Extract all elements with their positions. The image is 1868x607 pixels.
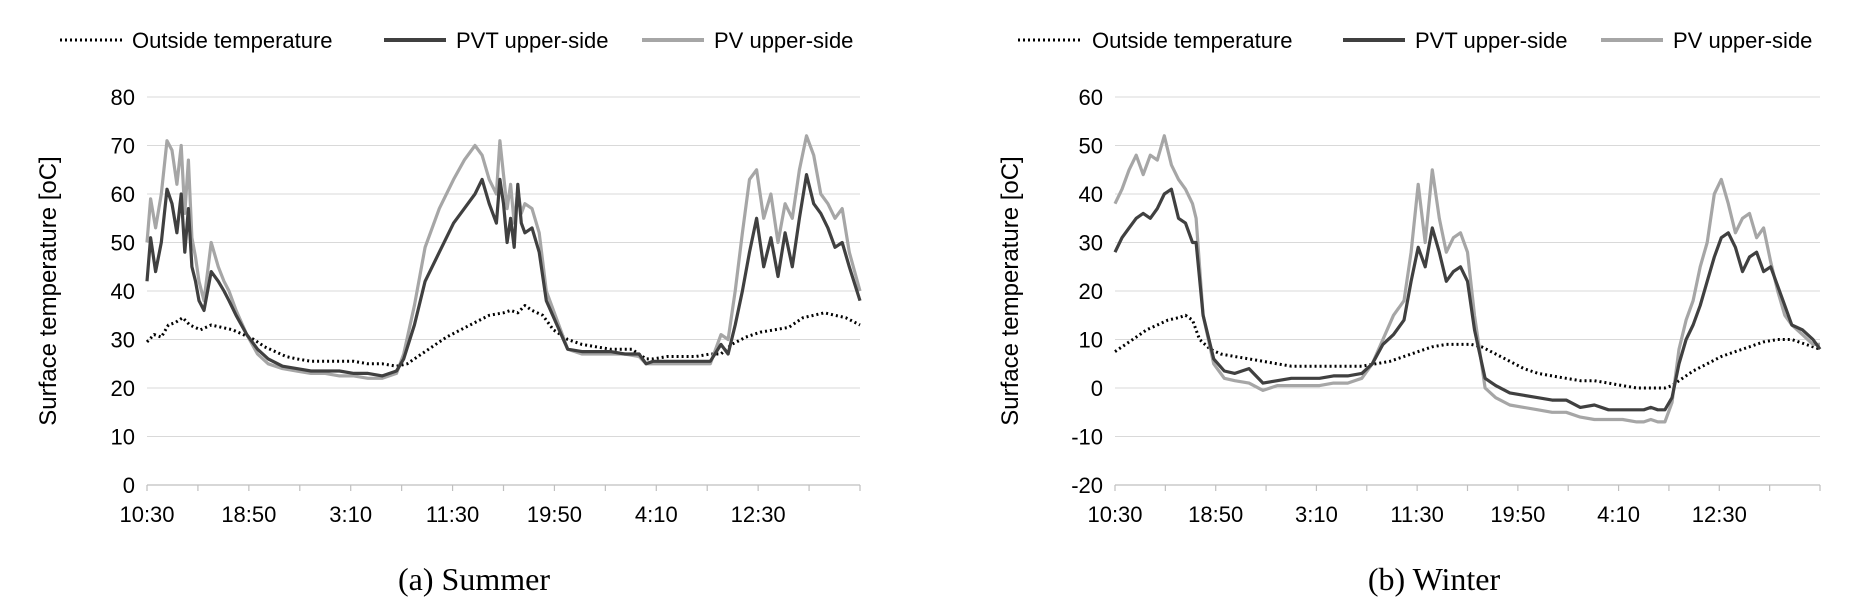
y-tick-label: -10	[1071, 425, 1103, 450]
x-tick-label: 18:50	[221, 502, 276, 527]
pv-upper-side-line	[145, 134, 862, 380]
y-tick-label: 20	[1079, 279, 1103, 304]
y-tick-label: 0	[1091, 376, 1103, 401]
x-tick-label: 10:30	[1087, 502, 1142, 527]
y-axis-label: Surface temperature [oC]	[35, 156, 62, 425]
y-tick-label: 0	[123, 473, 135, 498]
y-tick-label: 40	[111, 279, 135, 304]
y-tick-label: 20	[111, 376, 135, 401]
x-tick-label: 18:50	[1188, 502, 1243, 527]
x-tick-label: 11:30	[1390, 502, 1443, 527]
pvt-upper-side-line	[1113, 187, 1822, 412]
chart-caption: (a) Summer	[398, 561, 550, 597]
y-tick-label: 60	[111, 182, 135, 207]
y-tick-label: 10	[1079, 328, 1103, 353]
x-tick-label: 11:30	[426, 502, 479, 527]
y-tick-label: 50	[1079, 134, 1103, 159]
legend-label: PV upper-side	[714, 28, 853, 53]
y-tick-label: 40	[1079, 182, 1103, 207]
x-tick-label: 4:10	[1597, 502, 1640, 527]
x-tick-label: 4:10	[635, 502, 678, 527]
x-tick-label: 3:10	[1295, 502, 1338, 527]
x-tick-label: 12:30	[1692, 502, 1747, 527]
y-tick-label: 30	[1079, 231, 1103, 256]
outside-temperature-line	[1114, 313, 1821, 390]
chart-caption: (b) Winter	[1368, 561, 1501, 597]
y-tick-label: 30	[111, 328, 135, 353]
y-axis-label: Surface temperature [oC]	[997, 156, 1024, 425]
y-tick-label: 70	[111, 134, 135, 159]
chart-panel-summer: 0 10 20 30 40 50 60 70 80 10:30 18:50 3:10 11:30 19:5…	[35, 28, 862, 597]
x-tick-label: 19:50	[527, 502, 582, 527]
legend-label: PVT upper-side	[1415, 28, 1567, 53]
legend-label: PVT upper-side	[456, 28, 608, 53]
chart-panel-winter: -20 -10 0 10 20 30 40 50 60 10:30 18:50 3:10 11:30 19…	[997, 28, 1822, 597]
x-tick-label: 3:10	[329, 502, 372, 527]
y-tick-label: 50	[111, 231, 135, 256]
pvt-upper-side-line	[145, 173, 862, 378]
y-tick-label: 60	[1079, 85, 1103, 110]
legend-label: PV upper-side	[1673, 28, 1812, 53]
y-tick-label: 80	[111, 85, 135, 110]
y-tick-label: 10	[111, 425, 135, 450]
x-tick-label: 19:50	[1490, 502, 1545, 527]
x-tick-label: 10:30	[119, 502, 174, 527]
legend-label: Outside temperature	[132, 28, 333, 53]
outside-temperature-line	[145, 304, 861, 368]
legend-label: Outside temperature	[1092, 28, 1293, 53]
x-tick-label: 12:30	[731, 502, 786, 527]
y-tick-label: -20	[1071, 473, 1103, 498]
